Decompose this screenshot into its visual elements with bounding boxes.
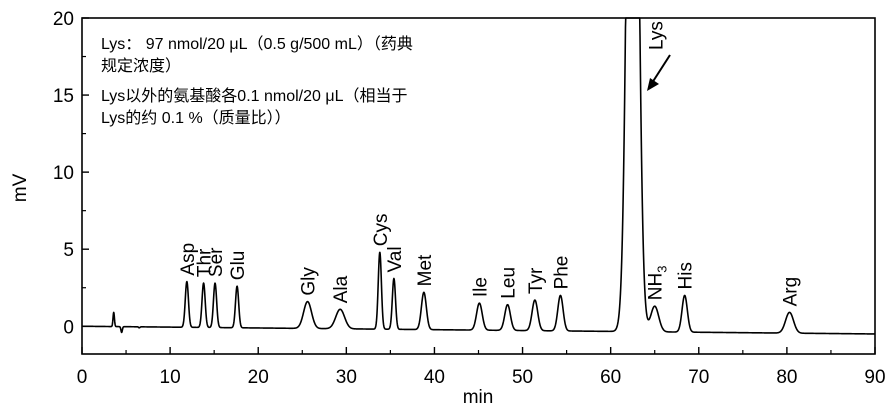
x-tick-label: 60 xyxy=(600,367,621,388)
x-axis-title: min xyxy=(463,387,494,406)
x-tick-labels: 0 10 20 30 40 50 60 70 80 90 xyxy=(77,367,886,388)
x-tick-label: 90 xyxy=(864,367,885,388)
annotation-line-4: Lys的约 0.1 %（质量比）） xyxy=(101,109,291,127)
peak-label-glu: Glu xyxy=(228,251,249,281)
peak-label-nh3: NH3 xyxy=(646,266,670,301)
peak-label-asp: Asp xyxy=(178,243,199,276)
x-tick-label: 30 xyxy=(336,367,357,388)
peak-label-tyr: Tyr xyxy=(526,267,547,294)
peak-label-leu: Leu xyxy=(499,267,520,299)
x-tick-label: 80 xyxy=(776,367,797,388)
peak-label-thr: Thr xyxy=(195,248,216,277)
x-tick-label: 70 xyxy=(688,367,709,388)
y-axis-title: mV xyxy=(10,173,31,202)
y-tick-labels: 0 5 10 15 20 xyxy=(53,9,74,338)
y-tick-label: 0 xyxy=(63,317,74,338)
annotation-line-3: Lys以外的氨基酸各0.1 nmol/20 μL（相当于 xyxy=(101,87,407,105)
x-tick-label: 0 xyxy=(77,367,88,388)
x-tick-label: 40 xyxy=(424,367,445,388)
peak-label-cys: Cys xyxy=(371,214,392,247)
x-tick-label: 20 xyxy=(248,367,269,388)
x-tick-label: 10 xyxy=(160,367,181,388)
peak-label-val: Val xyxy=(385,246,406,272)
y-tick-label: 10 xyxy=(53,163,74,184)
peak-label-met: Met xyxy=(415,254,436,286)
peak-label-lys: Lys xyxy=(647,21,668,50)
peak-label-ser: Ser xyxy=(206,247,227,277)
peak-label-his: His xyxy=(676,262,697,289)
lys-arrow xyxy=(647,54,671,91)
peak-label-ala: Ala xyxy=(331,275,352,303)
peak-label-gly: Gly xyxy=(299,267,320,296)
peak-label-arg: Arg xyxy=(781,277,802,307)
x-tick-label: 50 xyxy=(512,367,533,388)
y-tick-label: 5 xyxy=(63,240,74,261)
annotation-line-2: 规定浓度） xyxy=(101,57,181,75)
chromatogram-trace xyxy=(81,17,876,335)
annotation-box: Lys： 97 nmol/20 μL（0.5 g/500 mL）（药典 规定浓度… xyxy=(101,35,413,127)
y-tick-label: 20 xyxy=(53,9,74,30)
peak-label-phe: Phe xyxy=(551,256,572,290)
axis-ticks xyxy=(81,17,876,354)
y-tick-label: 15 xyxy=(53,86,74,107)
annotation-line-1: Lys： 97 nmol/20 μL（0.5 g/500 mL）（药典 xyxy=(101,35,413,53)
peak-label-ile: Ile xyxy=(470,277,491,297)
